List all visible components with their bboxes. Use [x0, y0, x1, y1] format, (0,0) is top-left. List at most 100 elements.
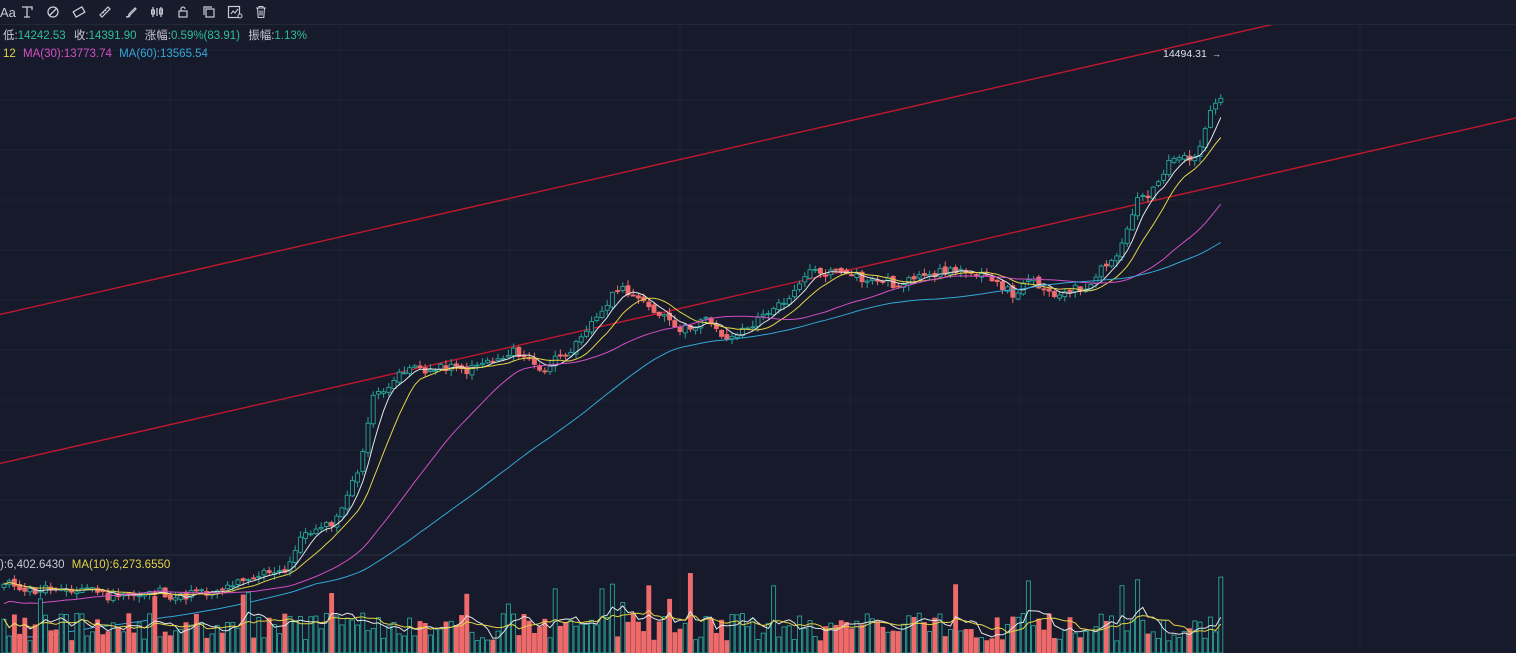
candle-body: [1218, 97, 1224, 103]
indicator-icon[interactable]: [144, 1, 170, 23]
candle-body: [615, 290, 621, 293]
volume-bar: [729, 613, 735, 653]
volume-bar: [1010, 616, 1016, 653]
volume-bar: [53, 629, 59, 653]
candle-body: [875, 279, 881, 282]
volume-bar: [448, 620, 454, 653]
candle-body: [1135, 197, 1141, 217]
candle-body: [464, 366, 470, 375]
candle-body: [1176, 157, 1182, 161]
candle-body: [937, 268, 943, 278]
candle-body: [1155, 181, 1161, 186]
candle-body: [719, 330, 725, 337]
pattern-tool-icon[interactable]: [40, 1, 66, 23]
volume-bar: [209, 633, 215, 653]
volume-bar: [1192, 620, 1198, 653]
volume-bar: [864, 613, 870, 653]
candle-body: [1166, 160, 1172, 176]
volume-ma10-label: MA(10):: [71, 559, 113, 571]
volume-bar: [786, 625, 792, 653]
brush-tool-icon[interactable]: [118, 1, 144, 23]
volume-bar: [724, 640, 730, 653]
candle-body: [516, 347, 522, 357]
font-size-button[interactable]: Aa: [0, 1, 16, 23]
volume-bar: [807, 620, 813, 653]
volume-bar: [750, 618, 756, 653]
candle-body: [495, 358, 501, 362]
settings-icon[interactable]: [222, 1, 248, 23]
volume-bar: [427, 634, 433, 653]
candle-body: [1171, 158, 1177, 163]
amplitude-value: 1.13%: [274, 30, 308, 42]
delete-icon[interactable]: [248, 1, 274, 23]
candle-body: [656, 311, 662, 316]
volume-bar: [438, 628, 444, 653]
volume-bar: [173, 630, 179, 653]
volume-bar: [573, 625, 579, 653]
volume-bar: [74, 613, 80, 653]
copy-icon[interactable]: [196, 1, 222, 23]
candle-body: [1067, 290, 1073, 293]
low-value: 14242.53: [17, 30, 66, 42]
trend-channel: [0, 25, 1516, 465]
volume-bar: [464, 593, 470, 653]
lock-icon[interactable]: [170, 1, 196, 23]
candle-body: [568, 351, 574, 357]
candle-body: [1145, 195, 1151, 199]
channel-line-lower: [0, 117, 1516, 465]
candle-body: [563, 354, 569, 357]
volume-bar: [136, 622, 142, 653]
volume-bar: [739, 613, 745, 653]
candle-body: [760, 313, 766, 317]
volume-ma5-line: [3, 605, 1222, 639]
candle-body: [812, 268, 818, 271]
candle-body: [136, 594, 142, 598]
shape-tool-icon[interactable]: [66, 1, 92, 23]
channel-line-upper: [0, 25, 1274, 316]
volume-bar: [656, 621, 662, 653]
candle-body: [485, 359, 491, 364]
volume-bar: [791, 639, 797, 653]
volume-bar: [1103, 621, 1109, 653]
volume-bar: [537, 626, 543, 653]
volume-bar: [557, 625, 563, 653]
volume-bar: [599, 588, 605, 653]
ruler-icon[interactable]: [92, 1, 118, 23]
volume-bar: [1207, 616, 1213, 653]
volume-bar: [542, 618, 548, 653]
volume-bar: [859, 624, 865, 653]
chart-canvas[interactable]: 14494.31 →: [0, 25, 1516, 653]
candle-body: [682, 324, 688, 334]
ma30-label: MA(30):: [23, 48, 64, 60]
volume-bar: [277, 633, 283, 653]
candle-body: [630, 294, 636, 297]
candle-body: [698, 319, 704, 329]
volume-bar: [235, 627, 241, 653]
candle-body: [906, 277, 912, 286]
volume-bar: [521, 614, 527, 653]
candle-body: [183, 591, 189, 600]
volume-bar: [214, 624, 220, 653]
volume-bar: [360, 612, 366, 653]
drawing-toolbar: Aa: [0, 0, 1516, 25]
volume-bar: [765, 622, 771, 653]
candle-body: [1124, 228, 1130, 244]
volume-bar: [1077, 637, 1083, 653]
volume-bar: [1031, 625, 1037, 653]
candle-body: [417, 365, 423, 369]
volume-ma10-line: [3, 609, 1222, 634]
text-tool-icon[interactable]: [14, 1, 40, 23]
volume-bar: [334, 615, 340, 653]
volume-bar: [693, 639, 699, 653]
candle-body: [895, 285, 901, 288]
volume-bar: [745, 626, 751, 653]
candle-body: [573, 341, 579, 355]
volume-bar: [1197, 621, 1203, 653]
volume-bar: [583, 624, 589, 653]
volume-partial-value: ):6,402.6430: [0, 559, 65, 571]
volume-bar: [412, 635, 418, 653]
volume-bar: [1166, 640, 1172, 653]
volume-info-line: ):6,402.6430 MA(10):6,273.6550: [0, 558, 170, 572]
change-label: 涨幅:: [144, 30, 171, 42]
volume-bar: [1161, 619, 1167, 653]
